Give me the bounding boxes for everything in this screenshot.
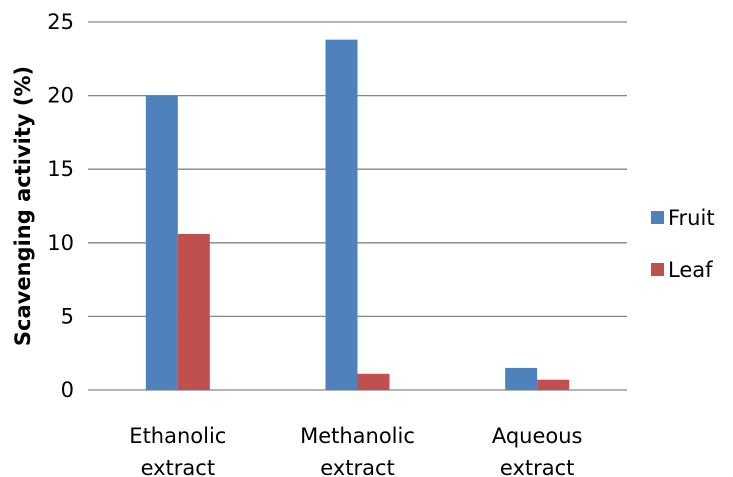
legend-swatch-leaf — [651, 263, 664, 276]
x-category-label: Methanolic — [300, 424, 415, 448]
bar-fruit-1 — [325, 39, 358, 390]
x-category-label: extract — [500, 456, 575, 477]
x-category-label: extract — [141, 456, 216, 477]
bar-leaf-1 — [357, 373, 390, 390]
y-tick-label: 20 — [47, 84, 74, 108]
y-tick-labels: 0 5 10 15 20 25 — [47, 10, 74, 402]
y-tick-label: 5 — [61, 304, 74, 328]
y-tick-label: 0 — [61, 378, 74, 402]
legend-label-fruit: Fruit — [668, 206, 715, 230]
bar-leaf-2 — [537, 379, 570, 390]
legend-swatch-fruit — [651, 211, 664, 224]
y-tick-label: 10 — [47, 231, 74, 255]
y-axis-title: Scavenging activity (%) — [11, 66, 35, 346]
bar-fruit-0 — [145, 95, 178, 390]
x-category-labels: Ethanolic extract Methanolic extract Aqueous… — [129, 424, 582, 477]
y-tick-label: 25 — [47, 10, 74, 34]
bar-leaf-0 — [177, 233, 210, 390]
legend: Fruit Leaf — [651, 206, 715, 282]
x-category-label: extract — [320, 456, 395, 477]
x-category-label: Ethanolic — [129, 424, 226, 448]
bars — [145, 39, 570, 390]
x-category-label: Aqueous — [492, 424, 583, 448]
bar-fruit-2 — [505, 367, 538, 390]
y-tick-label: 15 — [47, 157, 74, 181]
legend-label-leaf: Leaf — [668, 258, 713, 282]
